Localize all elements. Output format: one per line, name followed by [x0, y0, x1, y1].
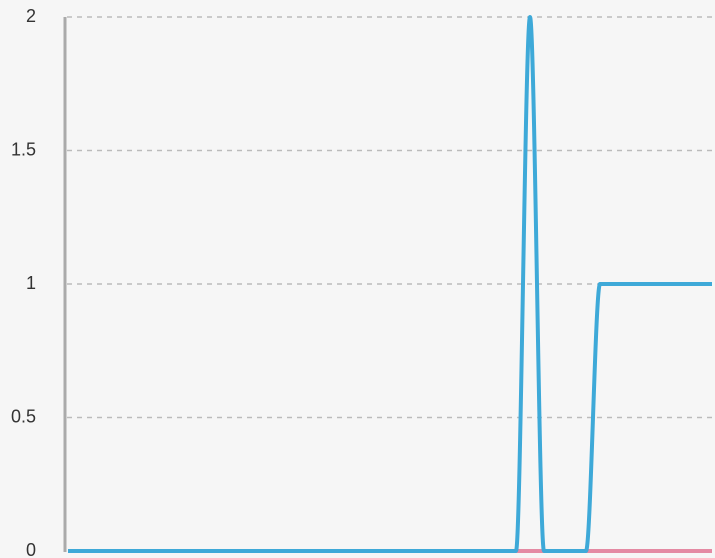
y-tick-label: 2	[26, 6, 36, 26]
y-tick-label: 1.5	[11, 139, 36, 159]
line-series	[68, 15, 712, 553]
y-tick-label: 1	[26, 273, 36, 293]
y-tick-label: 0	[26, 540, 36, 558]
y-tick-label: 0.5	[11, 406, 36, 426]
